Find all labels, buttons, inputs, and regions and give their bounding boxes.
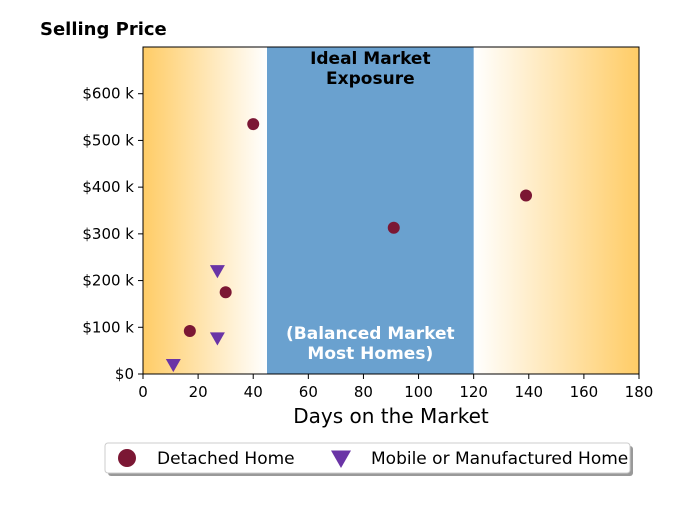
plot-frame — [142, 46, 640, 375]
x-tick-label: 180 — [625, 383, 654, 401]
legend: Detached Home Mobile or Manufactured Home — [104, 442, 633, 476]
y-tick-label: $400 k — [82, 178, 134, 196]
gradient-left — [143, 47, 267, 374]
axes: 0 20 40 60 80 100 120 140 160 180 $0 $100 k $200 k $3… — [82, 46, 654, 401]
y-tick-label: $300 k — [82, 225, 134, 243]
legend-box — [104, 442, 631, 474]
band-label-bottom-line: Most Homes) — [307, 344, 433, 364]
plot-background — [143, 47, 639, 374]
detached-home-point — [520, 189, 533, 202]
x-tick-label: 80 — [354, 383, 373, 401]
y-tick-label: $600 k — [82, 85, 134, 103]
y-tick-label: $200 k — [82, 272, 134, 290]
x-tick-label: 60 — [299, 383, 318, 401]
x-tick-label: 160 — [570, 383, 599, 401]
band-rect — [267, 47, 474, 374]
detached-home-point — [247, 118, 260, 131]
detached-home-point — [183, 325, 196, 338]
x-tick-label: 140 — [514, 383, 543, 401]
y-tick-label: $100 k — [82, 318, 134, 336]
x-tick-label: 20 — [189, 383, 208, 401]
x-axis-label: Days on the Market — [293, 404, 489, 428]
band-label-bottom-line: (Balanced Market — [286, 324, 455, 344]
gradient-right — [473, 47, 639, 374]
detached-home-point — [387, 221, 400, 234]
y-tick-label: $500 k — [82, 131, 134, 149]
data-points — [165, 118, 533, 373]
legend-marker — [118, 449, 136, 467]
detached-home-point — [219, 286, 232, 299]
x-tick-label: 40 — [244, 383, 263, 401]
legend-label: Detached Home — [157, 449, 295, 469]
y-tick-label: $0 — [115, 365, 134, 383]
mobile-home-point — [165, 359, 181, 373]
band-label-top-line: Exposure — [326, 69, 415, 89]
band-label-top-line: Ideal Market — [310, 49, 431, 69]
legend-label: Mobile or Manufactured Home — [371, 449, 628, 469]
legend-marker — [331, 450, 351, 468]
chart-title: Selling Price — [40, 19, 167, 40]
x-tick-label: 0 — [138, 383, 148, 401]
x-tick-label: 120 — [459, 383, 488, 401]
x-tick-label: 100 — [404, 383, 433, 401]
mobile-home-point — [209, 265, 225, 279]
mobile-home-point — [209, 332, 225, 346]
